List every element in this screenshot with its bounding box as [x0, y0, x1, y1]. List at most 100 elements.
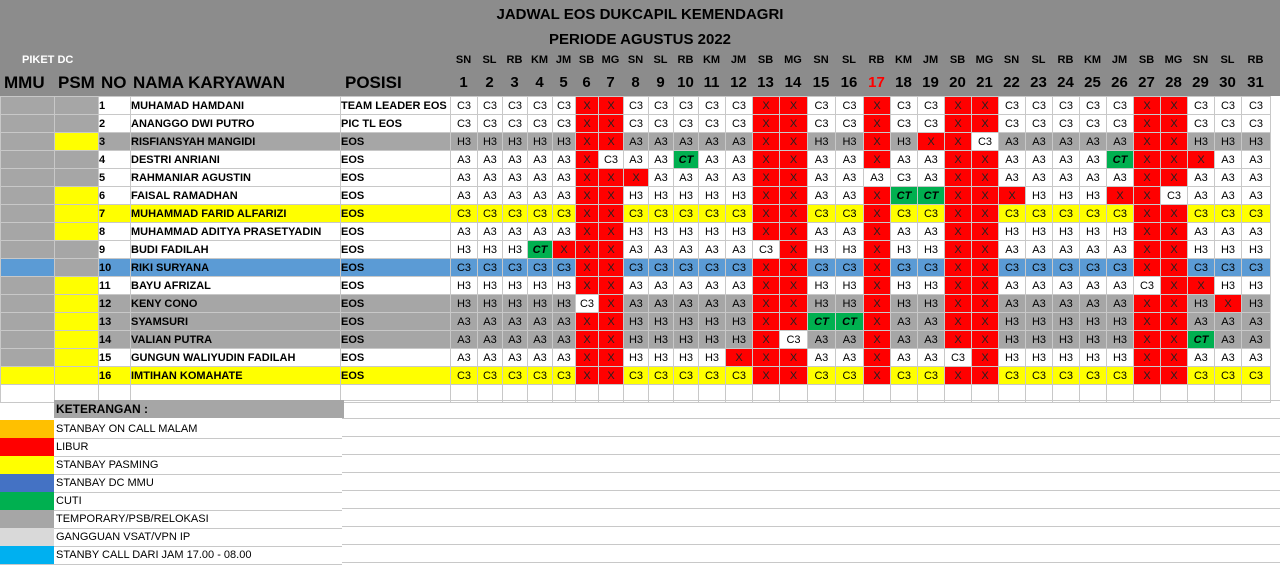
mmu-marker	[0, 276, 55, 295]
shift-cell: C3	[944, 348, 972, 367]
legend-title: KETERANGAN :	[54, 400, 344, 418]
shift-cell: C3	[648, 96, 674, 115]
employee-name: VALIAN PUTRA	[130, 330, 341, 349]
shift-cell: A3	[477, 330, 503, 349]
shift-cell: C3	[890, 168, 918, 187]
mmu-marker	[0, 312, 55, 331]
shift-cell: X	[1160, 222, 1188, 241]
shift-cell: H3	[1106, 348, 1134, 367]
legend-swatch	[0, 420, 54, 438]
shift-cell: C3	[917, 204, 945, 223]
shift-cell: X	[779, 168, 808, 187]
psm-marker	[54, 150, 99, 169]
legend-label: STANBAY PASMING	[56, 459, 159, 471]
shift-cell: H3	[835, 240, 864, 259]
shift-cell: X	[575, 204, 599, 223]
mmu-marker	[0, 240, 55, 259]
shift-cell: H3	[1214, 276, 1242, 295]
shift-cell: X	[779, 96, 808, 115]
shift-cell: X	[1133, 348, 1161, 367]
shift-cell: A3	[1241, 222, 1271, 241]
shift-cell: A3	[725, 168, 753, 187]
shift-cell: X	[944, 294, 972, 313]
shift-cell: A3	[1079, 132, 1107, 151]
shift-cell: H3	[890, 276, 918, 295]
shift-cell: A3	[1079, 240, 1107, 259]
shift-cell: C3	[917, 114, 945, 133]
shift-cell: C3	[1187, 366, 1215, 385]
shift-cell: X	[1160, 312, 1188, 331]
sheet-subtitle: PERIODE AGUSTUS 2022	[549, 31, 731, 48]
employee-row: 7 MUHAMMAD FARID ALFARIZI EOS C3 C3 C3 C3 C3 X X C…	[0, 204, 1271, 223]
shift-cell: A3	[623, 150, 649, 169]
shift-cell: H3	[725, 312, 753, 331]
shift-cell: X	[575, 222, 599, 241]
shift-cell: X	[752, 186, 780, 205]
shift-cell: A3	[502, 222, 528, 241]
shift-cell: A3	[552, 186, 576, 205]
shift-cell: X	[944, 204, 972, 223]
shift-cell: H3	[1052, 222, 1080, 241]
day-number-header: 27	[1138, 74, 1155, 91]
shift-cell: C3	[623, 114, 649, 133]
shift-cell: X	[944, 114, 972, 133]
shift-cell: X	[944, 186, 972, 205]
shift-cell: X	[1187, 276, 1215, 295]
shift-cell: A3	[527, 348, 553, 367]
psm-marker	[54, 276, 99, 295]
shift-cell: C3	[1025, 96, 1053, 115]
employee-name: GUNGUN WALIYUDIN FADILAH	[130, 348, 341, 367]
day-name-header: SL	[1031, 54, 1046, 66]
shift-cell: C3	[477, 258, 503, 277]
shift-cell: A3	[477, 150, 503, 169]
shift-cell: X	[944, 150, 972, 169]
shift-cell: H3	[673, 222, 699, 241]
shift-cell: A3	[477, 222, 503, 241]
shift-cell: A3	[917, 168, 945, 187]
shift-cell: A3	[1025, 276, 1053, 295]
shift-cell: X	[1133, 294, 1161, 313]
day-number-header: 15	[812, 74, 830, 91]
shift-cell: C3	[502, 258, 528, 277]
shift-cell: A3	[998, 276, 1026, 295]
shift-cell: C3	[1052, 114, 1080, 133]
shift-cell: H3	[890, 132, 918, 151]
shift-cell: X	[752, 168, 780, 187]
shift-cell: H3	[1079, 222, 1107, 241]
shift-cell: A3	[527, 168, 553, 187]
day-number-header: 6	[582, 74, 591, 91]
shift-cell: X	[623, 168, 649, 187]
shift-cell: X	[863, 186, 891, 205]
day-name-header: RB	[868, 54, 885, 66]
shift-cell: X	[863, 240, 891, 259]
shift-cell: H3	[527, 276, 553, 295]
shift-cell: C3	[807, 204, 836, 223]
mmu-marker	[0, 114, 55, 133]
shift-cell: X	[725, 348, 753, 367]
shift-cell: H3	[1025, 348, 1053, 367]
shift-cell: C3	[890, 114, 918, 133]
shift-cell: A3	[807, 348, 836, 367]
shift-cell: X	[917, 132, 945, 151]
shift-cell: X	[1133, 114, 1161, 133]
shift-cell: X	[863, 258, 891, 277]
shift-cell: H3	[1025, 186, 1053, 205]
day-name-header: SB	[757, 54, 774, 66]
shift-cell: C3	[1025, 114, 1053, 133]
shift-cell: X	[598, 312, 624, 331]
employee-position: EOS	[340, 294, 451, 313]
day-name-header: SN	[627, 54, 644, 66]
shift-cell: C3	[807, 366, 836, 385]
shift-cell: A3	[890, 348, 918, 367]
shift-cell: A3	[1187, 348, 1215, 367]
shift-cell: H3	[725, 222, 753, 241]
shift-cell: CT	[673, 150, 699, 169]
shift-cell: C3	[1025, 258, 1053, 277]
shift-cell: X	[1160, 96, 1188, 115]
shift-cell: C3	[450, 114, 478, 133]
shift-cell: A3	[1106, 168, 1134, 187]
shift-cell: A3	[623, 240, 649, 259]
day-number-header: 26	[1111, 74, 1128, 91]
shift-cell: X	[863, 132, 891, 151]
employee-position: PIC TL EOS	[340, 114, 451, 133]
